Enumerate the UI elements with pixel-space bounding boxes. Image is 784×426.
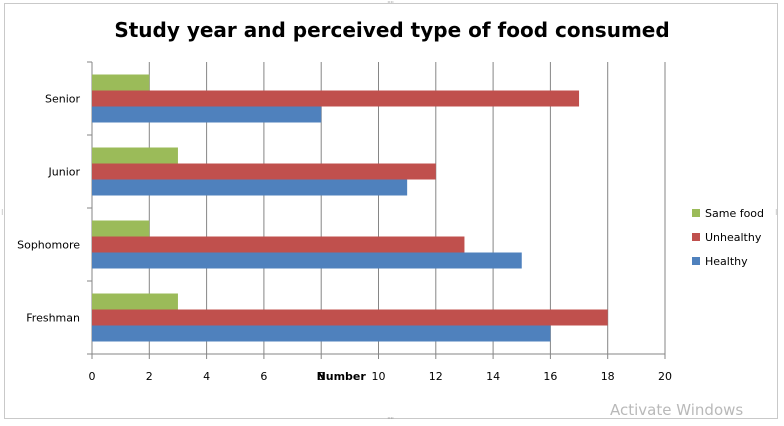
bar-healthy-junior: [92, 179, 408, 196]
bar-healthy-senior: [92, 106, 322, 123]
bar-unhealthy-junior: [92, 163, 436, 180]
bar-unhealthy-sophomore: [92, 236, 465, 253]
x-tick-label: 0: [89, 370, 96, 383]
x-tick-label: 8: [318, 370, 325, 383]
y-tick-label: Freshman: [26, 312, 80, 325]
x-axis-title: Number: [317, 370, 367, 383]
legend-swatch: [692, 233, 700, 241]
y-tick-label: Senior: [45, 93, 81, 106]
legend-item: Healthy: [692, 249, 764, 273]
bar-healthy-freshman: [92, 325, 551, 342]
bar-unhealthy-senior: [92, 90, 580, 107]
legend-label: Unhealthy: [705, 230, 762, 244]
chart-legend: Same food Unhealthy Healthy: [692, 201, 764, 273]
activation-watermark: Activate Windows: [610, 401, 744, 419]
legend-item: Unhealthy: [692, 225, 764, 249]
left-resize-handle[interactable]: ⁝: [1, 208, 3, 217]
bar-healthy-sophomore: [92, 252, 522, 269]
bar-same-food-junior: [92, 147, 178, 164]
x-tick-label: 2: [146, 370, 153, 383]
legend-label: Healthy: [705, 254, 748, 268]
legend-swatch: [692, 257, 700, 265]
right-resize-handle[interactable]: ⁝: [775, 208, 777, 217]
x-tick-label: 14: [486, 370, 500, 383]
x-tick-label: 20: [658, 370, 672, 383]
x-tick-label: 18: [601, 370, 615, 383]
legend-item: Same food: [692, 201, 764, 225]
y-tick-label: Sophomore: [17, 239, 80, 252]
x-tick-label: 10: [372, 370, 386, 383]
y-tick-label: Junior: [48, 166, 81, 179]
bar-same-food-freshman: [92, 293, 178, 310]
chart-title: Study year and perceived type of food co…: [114, 18, 670, 42]
bottom-resize-handle[interactable]: ····: [387, 414, 394, 423]
x-tick-label: 6: [260, 370, 267, 383]
x-tick-label: 16: [543, 370, 557, 383]
bar-unhealthy-freshman: [92, 309, 608, 326]
legend-swatch: [692, 209, 700, 217]
top-resize-handle[interactable]: ····: [387, 0, 394, 7]
bar-same-food-sophomore: [92, 220, 150, 237]
legend-label: Same food: [705, 206, 765, 220]
x-tick-label: 4: [203, 370, 210, 383]
x-tick-label: 12: [429, 370, 443, 383]
bar-same-food-senior: [92, 74, 150, 91]
